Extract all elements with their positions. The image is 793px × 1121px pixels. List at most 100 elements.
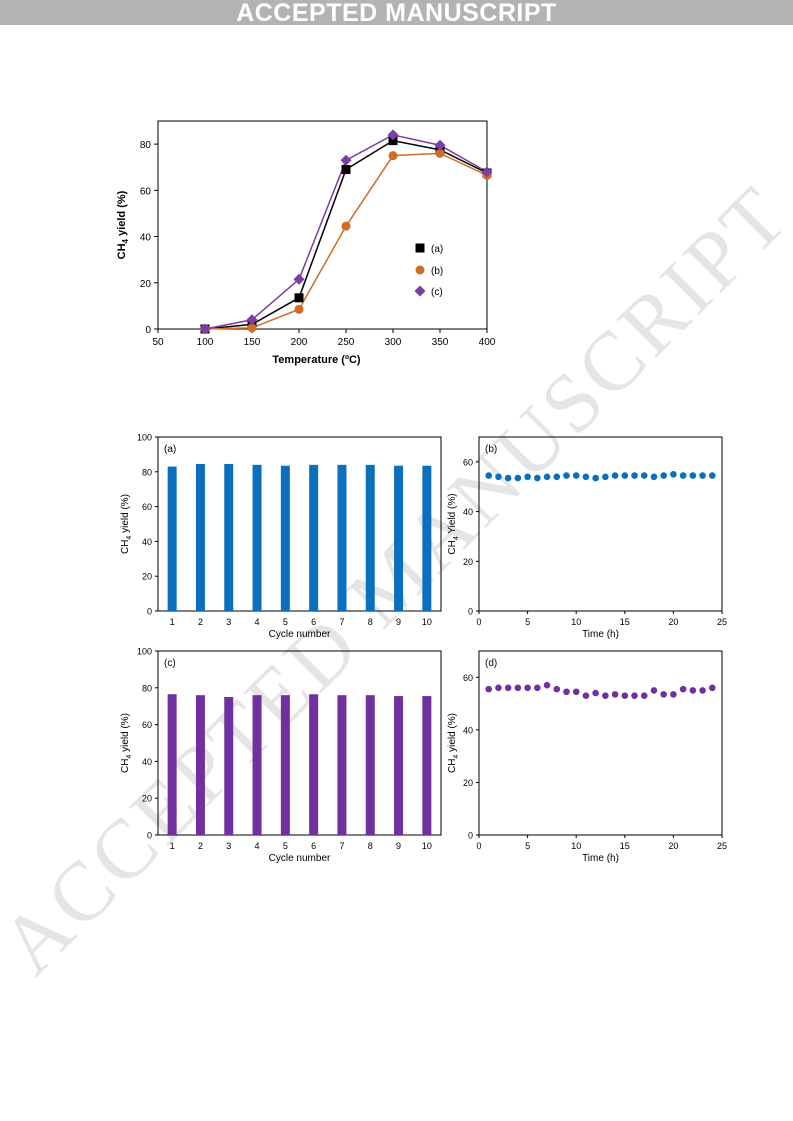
data-point — [294, 304, 304, 314]
x-tick-label: 5 — [283, 841, 288, 851]
x-tick-label: 200 — [291, 337, 308, 348]
data-point — [524, 684, 531, 692]
y-tick-label: 60 — [142, 502, 152, 512]
y-tick-label: 60 — [463, 457, 473, 467]
y-axis-label: CH4 yield (%) — [447, 713, 460, 773]
data-point — [481, 166, 493, 178]
y-tick-label: 20 — [463, 557, 473, 567]
bar — [394, 465, 404, 611]
data-point — [388, 151, 398, 161]
accepted-manuscript-banner: ACCEPTED MANUSCRIPT — [0, 0, 793, 27]
data-point — [572, 472, 580, 479]
y-tick-label: 20 — [140, 279, 152, 290]
legend-marker — [415, 265, 425, 275]
data-point — [670, 691, 677, 698]
x-tick-label: 5 — [283, 617, 288, 627]
x-tick-label: 1 — [170, 617, 175, 627]
x-tick-label: 350 — [432, 337, 449, 348]
bar — [252, 695, 262, 835]
data-point — [650, 687, 658, 694]
bar — [365, 695, 375, 835]
y-tick-label: 0 — [145, 325, 151, 336]
data-point — [650, 473, 658, 481]
x-tick-label: 8 — [368, 617, 373, 627]
data-point — [293, 273, 305, 285]
data-point — [670, 470, 677, 478]
y-tick-label: 80 — [140, 140, 152, 151]
bar — [195, 695, 205, 835]
x-tick-label: 6 — [311, 841, 316, 851]
x-tick-label: 1 — [170, 841, 175, 851]
data-point — [582, 473, 590, 481]
x-tick-label: 0 — [476, 841, 481, 851]
data-point — [563, 472, 570, 479]
data-point — [485, 685, 493, 693]
bar — [224, 463, 234, 611]
data-point — [679, 472, 687, 479]
bar — [280, 695, 290, 835]
y-tick-label: 20 — [463, 778, 473, 788]
x-tick-label: 150 — [244, 337, 261, 348]
panel-label: (c) — [164, 658, 176, 669]
data-point — [434, 139, 446, 151]
x-tick-label: 7 — [339, 841, 344, 851]
data-point — [699, 472, 706, 479]
data-point — [621, 472, 629, 479]
panel-label: (a) — [164, 444, 176, 455]
x-tick-label: 2 — [198, 841, 203, 851]
y-tick-label: 60 — [140, 186, 152, 197]
bar — [422, 696, 432, 835]
data-point — [699, 687, 706, 694]
y-axis-label: CH4 yield (%) — [120, 713, 133, 773]
x-tick-label: 5 — [525, 617, 530, 627]
data-point — [611, 691, 619, 698]
bar — [309, 694, 319, 835]
data-point — [534, 474, 541, 482]
x-axis-label: Time (h) — [582, 629, 619, 640]
data-point — [340, 154, 352, 166]
x-tick-label: 25 — [717, 617, 727, 627]
data-point — [435, 148, 445, 158]
x-tick-label: 15 — [620, 841, 630, 851]
data-point — [199, 323, 211, 335]
plot-frame — [157, 436, 442, 612]
data-point — [514, 684, 522, 692]
x-tick-label: 100 — [197, 337, 214, 348]
legend-label: (b) — [431, 266, 443, 277]
x-tick-label: 8 — [368, 841, 373, 851]
data-point — [294, 293, 304, 303]
y-tick-label: 40 — [142, 537, 152, 547]
data-point — [504, 474, 512, 482]
bar — [195, 463, 205, 611]
data-point — [679, 685, 687, 693]
bar — [309, 464, 319, 611]
bar — [337, 695, 347, 835]
x-axis-label: Cycle number — [269, 629, 331, 640]
data-point — [495, 684, 502, 692]
legend-marker — [414, 285, 426, 297]
bar — [224, 697, 234, 835]
y-tick-label: 100 — [137, 647, 152, 657]
x-tick-label: 10 — [422, 617, 432, 627]
panel-label: (d) — [485, 658, 497, 669]
plot-frame — [157, 120, 488, 330]
x-tick-label: 0 — [476, 617, 481, 627]
plot-frame — [157, 650, 442, 836]
x-tick-label: 9 — [396, 841, 401, 851]
y-tick-label: 60 — [142, 720, 152, 730]
y-axis-label: CH4 Yield (%) — [447, 493, 460, 554]
x-tick-label: 25 — [717, 841, 727, 851]
y-axis-label: CH4 yield (%) — [116, 190, 130, 259]
data-point — [660, 691, 667, 698]
data-point — [708, 684, 716, 692]
data-point — [631, 692, 638, 699]
x-tick-label: 20 — [668, 841, 678, 851]
x-tick-label: 50 — [152, 337, 164, 348]
data-point — [708, 472, 716, 479]
y-tick-label: 40 — [142, 757, 152, 767]
y-tick-label: 0 — [147, 607, 152, 617]
data-point — [640, 472, 648, 479]
data-point — [621, 692, 629, 699]
data-point — [247, 323, 257, 333]
